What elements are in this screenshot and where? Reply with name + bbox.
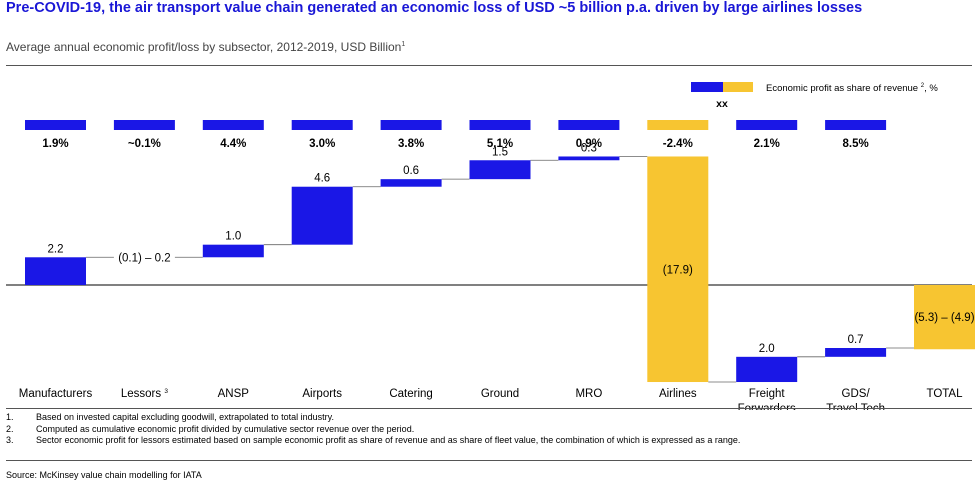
share-bar: [291, 120, 353, 130]
value-label: 2.0: [759, 343, 775, 355]
value-label: 0.6: [403, 165, 419, 177]
footnote-2: 2. Computed as cumulative economic profit…: [6, 423, 415, 434]
category-label: GDS/: [842, 388, 871, 400]
waterfall-bar: [469, 160, 531, 180]
legend-label: Economic profit as share of revenue 2, %: [766, 83, 938, 94]
legend-marker-text: xx: [716, 98, 728, 110]
footnote-1: 1. Based on invested capital excluding go…: [6, 412, 335, 422]
category-label: Airports: [302, 388, 342, 400]
category-label: Ground: [481, 388, 519, 400]
waterfall-bar: [914, 285, 975, 350]
waterfall-chart: Economic profit as share of revenue 2, %…: [6, 82, 975, 410]
waterfall-bar: [736, 356, 798, 383]
share-bar: [647, 120, 709, 130]
share-bar: [113, 120, 175, 130]
value-label: 1.5: [492, 146, 508, 158]
share-bar: [380, 120, 442, 130]
share-label: 5.1%: [487, 138, 513, 150]
source-note: Source: McKinsey value chain modelling f…: [6, 470, 202, 480]
source-divider: [6, 460, 972, 461]
chart-subtitle: Average annual economic profit/loss by s…: [6, 40, 405, 54]
share-label: 2.1%: [754, 138, 780, 150]
category-label: Lessors 3: [121, 388, 168, 400]
share-label: ~0.1%: [128, 138, 161, 150]
waterfall-bar: [380, 179, 442, 187]
share-label: 3.8%: [398, 138, 424, 150]
category-label: Manufacturers: [19, 388, 93, 400]
category-label: TOTAL: [927, 388, 964, 400]
waterfall-bar: [825, 348, 887, 357]
subtitle-text: Average annual economic profit/loss by s…: [6, 40, 402, 54]
footnote-3: 3. Sector economic profit for lessors est…: [6, 435, 741, 445]
share-label: 0.9%: [576, 138, 602, 150]
category-label: Catering: [389, 388, 432, 400]
share-label: 3.0%: [309, 138, 335, 150]
value-label: 2.2: [48, 243, 64, 255]
legend-swatch-blue: [691, 82, 723, 92]
waterfall-bar: [291, 186, 353, 245]
value-label-bg: [114, 250, 175, 265]
share-bar: [736, 120, 798, 130]
value-label: (17.9): [663, 264, 693, 276]
value-label: 4.6: [314, 173, 330, 185]
legend-swatch-yellow: [723, 82, 753, 92]
waterfall-bar: [558, 156, 620, 161]
share-label: -2.4%: [663, 138, 693, 150]
share-bar: [469, 120, 531, 130]
value-label: (5.3) – (4.9): [914, 312, 974, 324]
share-bar: [25, 120, 86, 130]
top-divider: [6, 65, 972, 66]
share-label: 1.9%: [42, 138, 68, 150]
share-bar: [202, 120, 264, 130]
category-label: Travel Tech: [826, 403, 885, 410]
subtitle-footnote-marker: 1: [401, 41, 406, 48]
category-label: MRO: [575, 388, 602, 400]
category-label: Freight: [749, 388, 786, 400]
share-bar: [558, 120, 620, 130]
page-title: Pre-COVID-19, the air transport value ch…: [6, 0, 863, 16]
share-label: 4.4%: [220, 138, 246, 150]
waterfall-bar: [647, 156, 709, 383]
category-label: Airlines: [659, 388, 697, 400]
waterfall-bar: [25, 257, 86, 285]
value-label: (0.1) – 0.2: [118, 252, 170, 264]
value-label: 0.7: [848, 334, 864, 346]
value-label: 0.3: [581, 142, 597, 154]
footnotes: 1. Based on invested capital excluding go…: [6, 412, 740, 447]
category-label: ANSP: [218, 388, 250, 400]
value-label: 1.0: [225, 231, 241, 243]
waterfall-bar: [202, 244, 264, 258]
share-label: 8.5%: [842, 138, 868, 150]
category-label: Forwarders: [738, 403, 796, 410]
bottom-divider: [6, 408, 972, 409]
share-bar: [825, 120, 887, 130]
